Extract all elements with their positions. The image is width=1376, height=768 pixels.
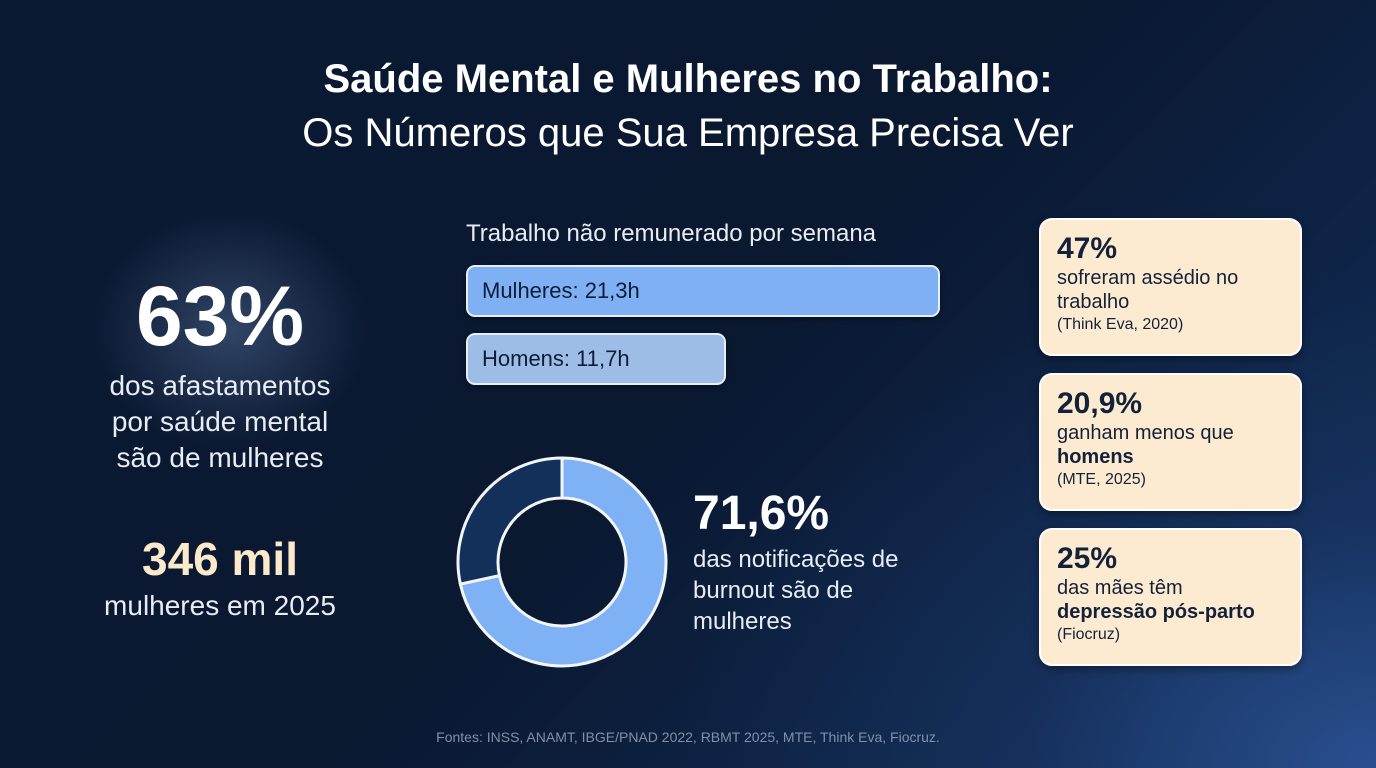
page-title: Saúde Mental e Mulheres no Trabalho: Os … [0,52,1376,160]
bar-label-mulheres: Mulheres: 21,3h [482,278,640,303]
stat-glow [80,200,380,460]
burnout-stat-value: 71,6% [693,487,830,540]
burnout-stat-desc: das notificações de burnout são de mulhe… [693,546,899,635]
bar-homens: Homens: 11,7h [466,333,727,385]
card-assedio: 47% sofreram assédio no trabalho (Think … [1039,218,1302,356]
title-line-1: Saúde Mental e Mulheres no Trabalho: [323,57,1053,101]
burnout-donut-chart [456,456,668,668]
card-value: 20,9% [1057,387,1143,420]
card-desc: sofreram assédio no trabalho [1057,267,1239,313]
bar-chart-title: Trabalho não remunerado por semana [466,220,877,247]
stat-346-value: 346 mil [142,533,298,585]
title-line-2: Os Números que Sua Empresa Precisa Ver [302,111,1074,155]
card-value: 25% [1057,542,1118,575]
card-desc-bold: depressão pós-parto [1057,601,1255,623]
card-salario: 20,9% ganham menos que homens (MTE, 2025… [1039,373,1302,511]
card-depressao: 25% das mães têm depressão pós-parto (Fi… [1039,528,1302,666]
card-desc-bold: homens [1057,446,1134,468]
stat-346-desc: mulheres em 2025 [104,590,336,621]
stat-63-desc-text: dos afastamentos por saúde mental são de… [109,370,331,473]
donut-slice-0 [458,456,668,668]
sources-footer: Fontes: INSS, ANAMT, IBGE/PNAD 2022, RBM… [436,729,940,745]
stat-63-desc: dos afastamentos por saúde mental são de… [0,368,440,476]
donut-slice-1 [456,456,564,586]
card-desc: das mães têm [1057,577,1183,599]
bar-label-homens: Homens: 11,7h [482,346,630,371]
card-source: (Think Eva, 2020) [1057,316,1184,333]
card-source: (MTE, 2025) [1057,471,1146,488]
card-source: (Fiocruz) [1057,626,1121,643]
card-value: 47% [1057,232,1118,265]
card-desc: ganham menos que [1057,422,1234,444]
stat-63-value: 63% [135,269,305,363]
bar-mulheres: Mulheres: 21,3h [466,265,940,317]
